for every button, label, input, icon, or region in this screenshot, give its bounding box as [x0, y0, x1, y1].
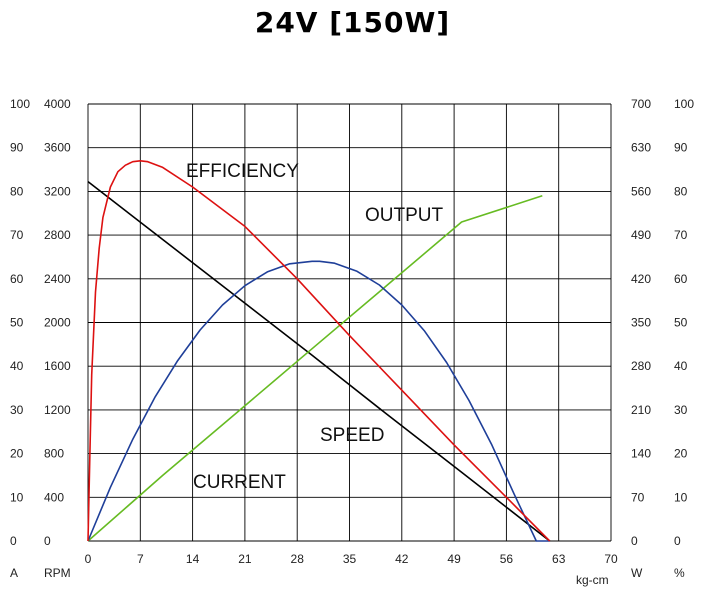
- speed-axis-tick-label: 4000: [44, 97, 71, 111]
- x-tick-label: 21: [238, 552, 252, 566]
- x-tick-label: 63: [552, 552, 566, 566]
- output-axis-tick-label: 630: [631, 141, 651, 155]
- current-axis-tick-label: 40: [10, 359, 24, 373]
- efficiency-axis-unit-label: %: [674, 566, 685, 580]
- efficiency-axis-tick-label: 10: [674, 490, 688, 504]
- current-axis-tick-label: 0: [10, 534, 17, 548]
- speed-axis-tick-label: 1200: [44, 403, 71, 417]
- speed-axis-tick-label: 800: [44, 447, 64, 461]
- efficiency-axis-tick-label: 0: [674, 534, 681, 548]
- efficiency-axis-tick-label: 20: [674, 447, 688, 461]
- efficiency-axis-tick-label: 70: [674, 228, 688, 242]
- speed-axis-tick-label: 2800: [44, 228, 71, 242]
- speed-axis-tick-label: 3200: [44, 184, 71, 198]
- tick-labels: 0 7 14 21 28 35 42 49 56 63 7001020304050607080901…: [10, 97, 694, 587]
- x-tick-label: 0: [85, 552, 92, 566]
- output-axis-tick-label: 280: [631, 359, 651, 373]
- current-axis-tick-label: 100: [10, 97, 30, 111]
- speed-axis-tick-label: 0: [44, 534, 51, 548]
- x-tick-label: 28: [291, 552, 305, 566]
- x-tick-label: 70: [604, 552, 618, 566]
- speed-curve-label: SPEED: [320, 425, 384, 446]
- speed-axis-tick-label: 400: [44, 490, 64, 504]
- efficiency-axis-tick-label: 60: [674, 272, 688, 286]
- output-curve-label: OUTPUT: [365, 205, 444, 226]
- output-axis-tick-label: 0: [631, 534, 638, 548]
- chart-title: 24V [150W]: [254, 6, 451, 39]
- x-tick-label: 49: [447, 552, 461, 566]
- current-axis-tick-label: 20: [10, 447, 24, 461]
- x-tick-label: 7: [137, 552, 144, 566]
- current-axis-tick-label: 10: [10, 490, 24, 504]
- x-tick-label: 42: [395, 552, 409, 566]
- speed-axis-tick-label: 2000: [44, 316, 71, 330]
- output-axis-tick-label: 560: [631, 184, 651, 198]
- speed-curve: [87, 180, 551, 542]
- current-axis-tick-label: 30: [10, 403, 24, 417]
- output-axis-tick-label: 140: [631, 447, 651, 461]
- current-axis-tick-label: 80: [10, 184, 24, 198]
- speed-axis-tick-label: 2400: [44, 272, 71, 286]
- efficiency-axis-tick-label: 40: [674, 359, 688, 373]
- output-curve: [87, 260, 550, 542]
- output-axis-unit-label: W: [631, 566, 643, 580]
- speed-axis-unit-label: RPM: [44, 566, 71, 580]
- efficiency-axis-tick-label: 30: [674, 403, 688, 417]
- output-axis-tick-label: 210: [631, 403, 651, 417]
- current-axis-tick-label: 70: [10, 228, 24, 242]
- speed-axis-tick-label: 1600: [44, 359, 71, 373]
- x-tick-label: 14: [186, 552, 200, 566]
- current-axis-tick-label: 50: [10, 316, 24, 330]
- current-curve-label: CURRENT: [193, 472, 286, 493]
- efficiency-curve-label: EFFICIENCY: [186, 161, 299, 182]
- efficiency-axis-tick-label: 80: [674, 184, 688, 198]
- efficiency-curve: [87, 160, 551, 542]
- current-axis-tick-label: 90: [10, 141, 24, 155]
- efficiency-axis-tick-label: 100: [674, 97, 694, 111]
- current-axis-unit-label: A: [10, 566, 18, 580]
- x-tick-label: 56: [500, 552, 514, 566]
- series-lines: [87, 160, 551, 542]
- output-axis-tick-label: 420: [631, 272, 651, 286]
- output-axis-tick-label: 350: [631, 316, 651, 330]
- curve-labels: EFFICIENCY OUTPUT SPEED CURRENT: [186, 161, 444, 493]
- output-axis-tick-label: 490: [631, 228, 651, 242]
- x-axis-unit-label: kg-cm: [576, 573, 609, 587]
- grid-lines: [87, 103, 612, 542]
- efficiency-axis-tick-label: 50: [674, 316, 688, 330]
- x-tick-label: 35: [343, 552, 357, 566]
- current-curve: [87, 195, 543, 542]
- efficiency-axis-tick-label: 90: [674, 141, 688, 155]
- current-axis-tick-label: 60: [10, 272, 24, 286]
- output-axis-tick-label: 700: [631, 97, 651, 111]
- output-axis-tick-label: 70: [631, 490, 645, 504]
- speed-axis-tick-label: 3600: [44, 141, 71, 155]
